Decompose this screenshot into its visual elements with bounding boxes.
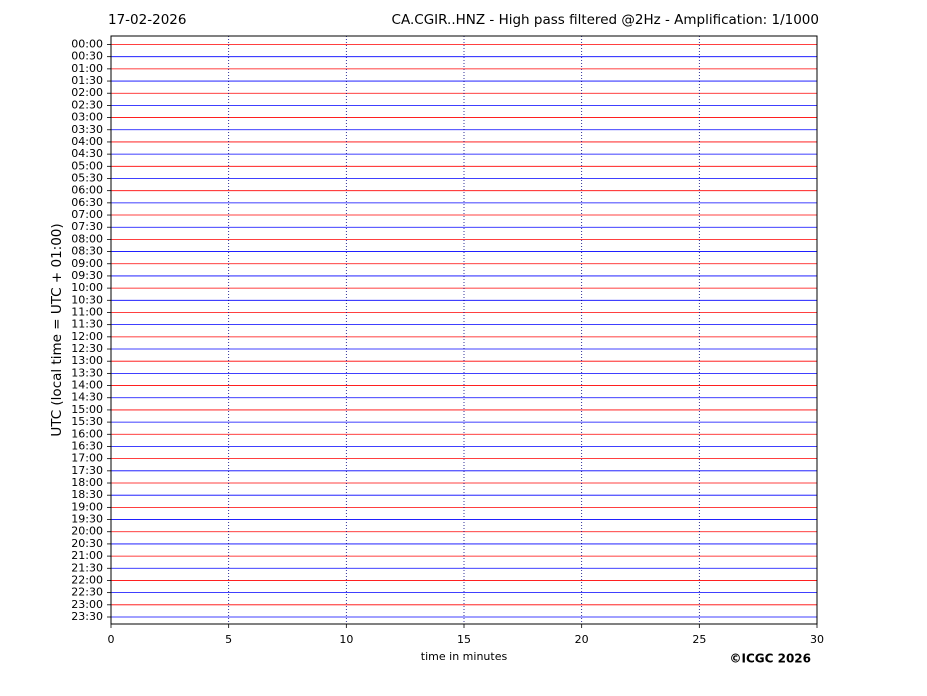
- y-tick-label: 18:30: [71, 488, 103, 501]
- x-tick-label: 25: [692, 633, 706, 646]
- y-tick-label: 17:00: [71, 452, 103, 465]
- y-tick-label: 01:00: [71, 62, 103, 75]
- copyright: ©ICGC 2026: [729, 652, 811, 666]
- y-tick-label: 00:30: [71, 50, 103, 63]
- y-tick-label: 08:30: [71, 245, 103, 258]
- x-tick-label: 20: [575, 633, 589, 646]
- y-tick-label: 14:30: [71, 391, 103, 404]
- x-tick-label: 5: [225, 633, 232, 646]
- y-tick-label: 07:30: [71, 220, 103, 233]
- y-tick-label: 02:30: [71, 98, 103, 111]
- y-tick-label: 10:30: [71, 293, 103, 306]
- y-tick-label: 20:30: [71, 537, 103, 550]
- y-tick-label: 05:00: [71, 159, 103, 172]
- y-tick-label: 01:30: [71, 74, 103, 87]
- x-axis-label: time in minutes: [421, 650, 508, 663]
- y-tick-label: 21:00: [71, 549, 103, 562]
- y-tick-label: 19:30: [71, 513, 103, 526]
- y-tick-label: 00:00: [71, 38, 103, 51]
- y-tick-label: 16:00: [71, 427, 103, 440]
- y-tick-label: 21:30: [71, 561, 103, 574]
- x-tick-label: 15: [457, 633, 471, 646]
- y-tick-label: 09:30: [71, 269, 103, 282]
- y-tick-label: 13:30: [71, 366, 103, 379]
- y-tick-label: 04:30: [71, 147, 103, 160]
- y-tick-label: 03:30: [71, 123, 103, 136]
- y-tick-label: 04:00: [71, 135, 103, 148]
- y-tick-label: 16:30: [71, 439, 103, 452]
- y-tick-label: 12:00: [71, 330, 103, 343]
- y-tick-label: 02:00: [71, 86, 103, 99]
- y-tick-label: 23:30: [71, 610, 103, 623]
- y-axis-label: UTC (local time = UTC + 01:00): [49, 223, 65, 436]
- y-tick-label: 12:30: [71, 342, 103, 355]
- y-tick-label: 23:00: [71, 598, 103, 611]
- y-tick-label: 11:00: [71, 305, 103, 318]
- chart-title: CA.CGIR..HNZ - High pass filtered @2Hz -…: [392, 12, 819, 28]
- y-tick-label: 08:00: [71, 232, 103, 245]
- x-tick-label: 30: [810, 633, 824, 646]
- plot-frame: [110, 35, 818, 625]
- y-tick-label: 20:00: [71, 525, 103, 538]
- y-tick-label: 17:30: [71, 464, 103, 477]
- y-tick-label: 15:30: [71, 415, 103, 428]
- y-tick-label: 06:00: [71, 184, 103, 197]
- y-tick-label: 10:00: [71, 281, 103, 294]
- chart-date: 17-02-2026: [108, 12, 186, 28]
- y-tick-label: 07:00: [71, 208, 103, 221]
- x-tick-label: 10: [339, 633, 353, 646]
- y-tick-label: 18:00: [71, 476, 103, 489]
- x-tick-label: 0: [108, 633, 115, 646]
- y-tick-label: 22:30: [71, 586, 103, 599]
- y-tick-label: 11:30: [71, 318, 103, 331]
- y-tick-label: 05:30: [71, 171, 103, 184]
- y-tick-label: 14:00: [71, 379, 103, 392]
- y-tick-label: 15:00: [71, 403, 103, 416]
- y-tick-label: 09:00: [71, 257, 103, 270]
- y-tick-label: 19:00: [71, 500, 103, 513]
- y-tick-label: 13:00: [71, 354, 103, 367]
- y-tick-label: 06:30: [71, 196, 103, 209]
- y-tick-label: 22:00: [71, 573, 103, 586]
- y-tick-label: 03:00: [71, 111, 103, 124]
